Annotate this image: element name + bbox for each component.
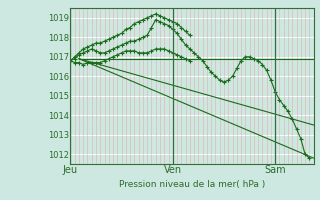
X-axis label: Pression niveau de la mer( hPa ): Pression niveau de la mer( hPa ) (119, 180, 265, 189)
